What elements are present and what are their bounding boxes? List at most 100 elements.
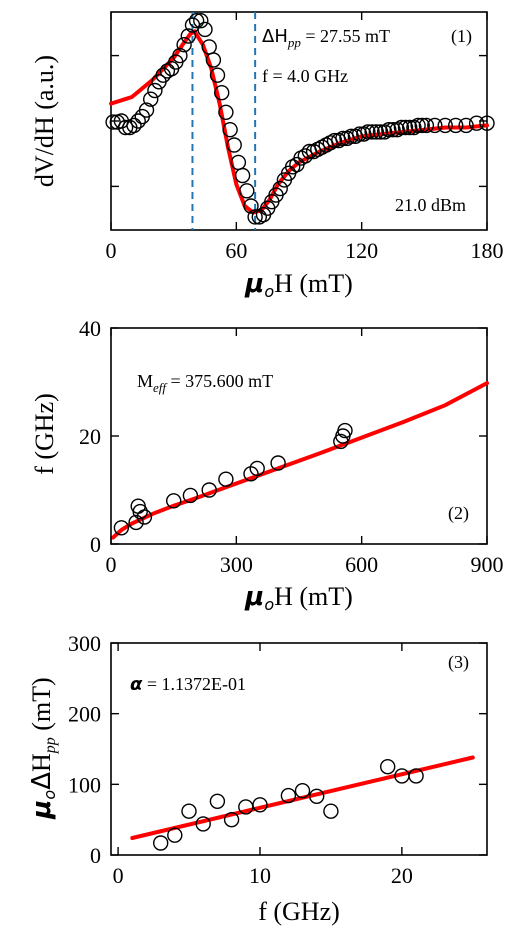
- panel-3-y-axis-label: μoΔHpp (mT): [27, 677, 59, 819]
- panel-3-data-point: [294, 783, 311, 799]
- panel-1-data-point: [326, 132, 343, 149]
- panel-2-x-tick-label: 900: [471, 552, 504, 577]
- panel-2-fit-layer: [111, 381, 489, 540]
- panel-1-data-point: [402, 119, 418, 136]
- panel-1-x-axis-label: μoH (mT): [244, 269, 353, 301]
- panel-2-panel-label: (2): [448, 503, 469, 524]
- panel-1-fit-line: [109, 28, 489, 215]
- panel-3-x-tick-label: 20: [391, 863, 413, 888]
- panel-1-data-point: [437, 117, 453, 134]
- panel-3-y-tick-label: 300: [68, 631, 101, 656]
- panel-3-y-tick-label: 100: [68, 772, 101, 797]
- panel-3-data-point: [323, 803, 339, 819]
- panel-1-data-point: [193, 13, 209, 29]
- panel-3-data-point: [181, 803, 197, 819]
- panel-1-data-point: [372, 124, 389, 140]
- panel-1-data-point: [197, 21, 213, 38]
- panel-1-x-tick-label: 60: [225, 238, 247, 263]
- panel-3-data-point: [209, 793, 226, 809]
- panel-1-data-point: [130, 113, 146, 129]
- panel-2-marker-layer: [113, 422, 353, 536]
- panel-1-fmr-spectrum: 0 60 120 180 ΔHpp = 27.55 mT (1) f = 4.0 GH…: [30, 11, 504, 301]
- panel-1-data-point: [247, 209, 263, 225]
- panel-1-data-point: [368, 124, 384, 140]
- panel-1-frequency-annotation: f = 4.0 GHz: [262, 66, 348, 86]
- panel-1-data-point: [393, 119, 410, 136]
- panel-2-meff-annotation: Meff = 375.600 mT: [137, 371, 273, 395]
- panel-1-data-point: [188, 13, 205, 29]
- panel-2-data-point: [218, 471, 234, 487]
- panel-2-x-axis-label: μoH (mT): [244, 582, 353, 614]
- panel-2-data-point: [249, 460, 265, 477]
- panel-3-data-point: [309, 788, 325, 804]
- panel-2-data-point: [136, 509, 153, 525]
- panel-1-data-point: [213, 84, 230, 101]
- panel-1-data-point: [147, 82, 163, 99]
- panel-1-data-point: [138, 102, 155, 118]
- panel-1-data-point: [397, 119, 414, 136]
- panel-3-data-point: [380, 759, 396, 775]
- panel-2-x-tick-label: 300: [220, 552, 253, 577]
- panel-1-linewidth-guides: [191, 12, 257, 230]
- panel-2-data-point: [113, 520, 130, 536]
- panel-3-x-tick-label: 10: [249, 863, 271, 888]
- panel-1-data-point: [272, 180, 288, 197]
- panel-3-data-point: [252, 797, 268, 813]
- panel-1-data-point: [243, 198, 259, 214]
- panel-2-x-tick-label: 600: [345, 552, 378, 577]
- panel-1-data-point: [180, 28, 197, 44]
- panel-1-data-point: [381, 121, 397, 138]
- panel-2-y-tick-label: 20: [79, 424, 101, 449]
- panel-2-y-tick-label: 40: [79, 316, 101, 341]
- panel-1-dhpp-annotation: ΔHpp = 27.55 mT: [262, 26, 390, 50]
- panel-3-data-point: [280, 787, 297, 804]
- panel-3-alpha-annotation: α = 1.1372E-01: [130, 674, 246, 695]
- panel-3-x-tick-label: 0: [113, 863, 124, 888]
- panel-1-data-point: [205, 52, 222, 68]
- panel-3-y-tick-label: 200: [68, 702, 101, 727]
- panel-1-power-annotation: 21.0 dBm: [395, 195, 466, 215]
- panel-2-data-point: [165, 493, 182, 509]
- panel-1-data-point: [176, 37, 192, 53]
- panel-3-data-point: [408, 768, 424, 784]
- panel-2-kittel-fit: 0 300 600 900 0 20 40 Meff = 375.600 mT (2) f …: [30, 316, 504, 614]
- panel-3-data-point: [223, 812, 240, 828]
- panel-2-data-point: [182, 487, 199, 504]
- panel-1-panel-label: (1): [451, 26, 472, 47]
- panel-1-data-point: [335, 130, 351, 147]
- panel-2-plot-frame: [110, 327, 488, 545]
- panel-1-data-point: [297, 148, 313, 164]
- panel-1-data-point: [427, 117, 443, 134]
- panel-1-data-point: [172, 47, 188, 64]
- panel-1-data-point: [385, 121, 401, 138]
- panel-1-marker-layer: [105, 13, 495, 225]
- panel-1-data-point: [414, 117, 430, 134]
- panel-1-data-point: [209, 67, 226, 83]
- panel-3-data-point: [152, 835, 169, 851]
- panel-1-data-point: [239, 183, 255, 199]
- panel-1-data-point: [364, 124, 380, 140]
- panel-2-data-point: [337, 422, 353, 439]
- panel-1-x-tick-label: 120: [345, 238, 378, 263]
- panel-1-data-point: [126, 117, 142, 134]
- panel-1-data-point: [226, 137, 242, 153]
- panel-1-data-point: [360, 124, 376, 140]
- panel-3-x-axis-label: f (GHz): [258, 897, 340, 926]
- panel-2-fit-line: [111, 381, 489, 540]
- panel-2-data-point: [132, 503, 148, 520]
- panel-1-data-point: [458, 117, 474, 134]
- panel-1-data-point: [105, 114, 121, 130]
- panel-2-data-point: [201, 482, 217, 498]
- panel-1-data-point: [142, 91, 159, 107]
- panel-1-data-point: [234, 167, 251, 184]
- panel-3-panel-label: (3): [448, 652, 469, 673]
- panel-1-x-tick-label: 0: [106, 238, 117, 263]
- panel-1-data-point: [222, 121, 238, 138]
- panel-3-marker-layer: [152, 759, 424, 851]
- panel-1-x-tick-label: 180: [471, 238, 504, 263]
- panel-1-data-point: [230, 154, 247, 171]
- panel-2-ticks: 0 300 600 900 0 20 40: [79, 316, 504, 577]
